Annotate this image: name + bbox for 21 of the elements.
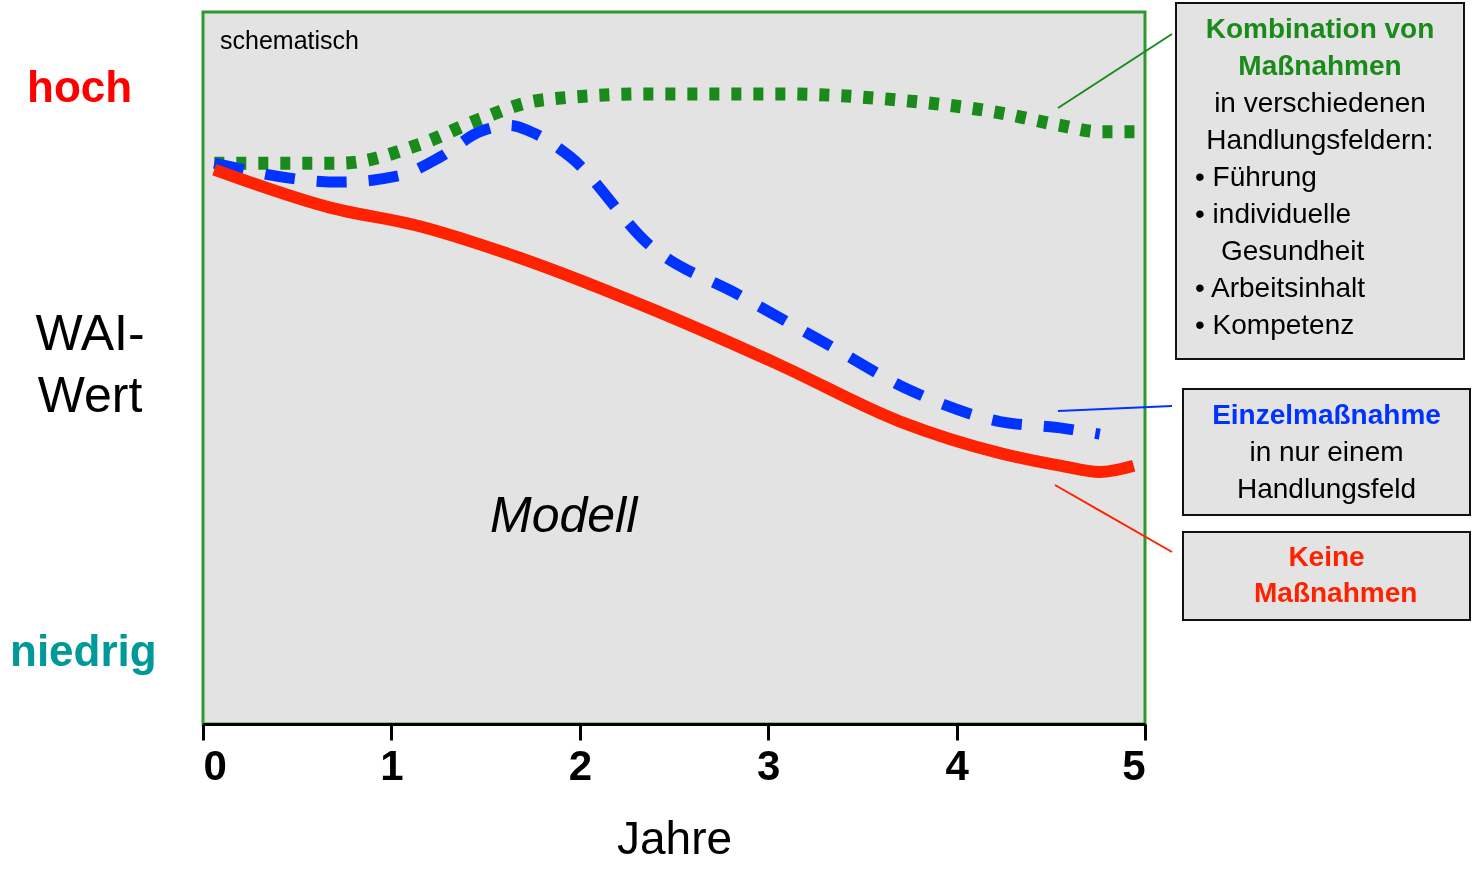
text: • Führung (1194, 160, 1318, 194)
text: schematisch (220, 26, 359, 55)
x-tick-label: 4 (945, 741, 970, 789)
annotation: Modell (490, 486, 638, 544)
text: in verschiedenen Handlungsfeldern: (1205, 86, 1435, 157)
x-axis-title: Jahre (616, 811, 733, 864)
x-tick-label: 1 (380, 741, 404, 789)
x-tick-label: 3 (757, 741, 781, 789)
text: Keine Maßnahmen (1253, 540, 1419, 610)
x-tick-label: 0 (203, 741, 227, 789)
x-tick-label: 2 (568, 741, 592, 789)
text: • Arbeitsinhalt (1194, 271, 1367, 305)
text: Kombination von Maßnahmen (1204, 12, 1436, 83)
legend-label: Einzelmaßnahme (1211, 398, 1442, 432)
y-axis-title: WAI-Wert (34, 304, 146, 425)
text: • Kompetenz (1194, 308, 1356, 342)
x-tick-label: 5 (1122, 741, 1146, 789)
text: in nur einem Handlungsfeld (1236, 435, 1417, 506)
text: niedrig (10, 626, 157, 676)
text: • individuelle Gesundheit (1194, 197, 1366, 268)
text: hoch (27, 62, 133, 112)
